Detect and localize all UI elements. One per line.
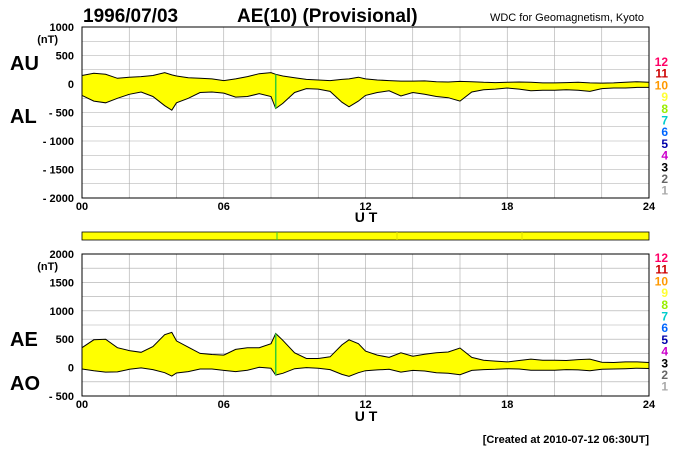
band-fill xyxy=(82,332,649,377)
station-count-label: 12 xyxy=(655,251,669,265)
ao-axis-label: AO xyxy=(10,373,40,395)
x-tick-label: 06 xyxy=(218,201,230,213)
au-axis-label: AU xyxy=(10,53,39,75)
y-tick-label: 1500 xyxy=(50,277,74,289)
station-count-label: 4 xyxy=(661,345,668,359)
station-count-label: 7 xyxy=(661,114,668,128)
x-tick-label: 12 xyxy=(359,201,371,213)
y-tick-label: 0 xyxy=(68,79,74,91)
x-tick-label: 00 xyxy=(76,201,88,213)
date-title: 1996/07/03 xyxy=(83,6,178,27)
y-tick-label: - 1500 xyxy=(43,165,74,177)
al-axis-label: AL xyxy=(10,106,37,128)
x-tick-label: 06 xyxy=(218,399,230,411)
unit-label-top: (nT) xyxy=(37,34,58,46)
station-count-label: 2 xyxy=(661,368,668,382)
unit-label-bottom: (nT) xyxy=(37,261,58,273)
station-count-label: 6 xyxy=(661,321,668,335)
coverage-bar xyxy=(81,231,650,241)
y-tick-label: - 2000 xyxy=(43,193,74,205)
index-title: AE(10) (Provisional) xyxy=(237,6,418,27)
station-count-label: 12 xyxy=(655,55,669,69)
station-count-label: 11 xyxy=(655,263,668,277)
x-tick-label: 18 xyxy=(501,399,513,411)
station-count-label: 3 xyxy=(661,160,668,174)
series-line-al xyxy=(81,86,649,111)
station-count-label: 5 xyxy=(661,137,668,151)
series-line-ao xyxy=(81,366,650,377)
series-line-au xyxy=(81,72,650,84)
series-line-ae xyxy=(81,331,650,364)
ae-axis-label: AE xyxy=(10,329,38,351)
y-tick-label: - 500 xyxy=(49,391,74,403)
station-count-label: 10 xyxy=(655,78,669,92)
y-tick-label: 1000 xyxy=(50,306,74,318)
x-axis-title-top: U T xyxy=(355,209,378,225)
x-tick-label: 18 xyxy=(501,201,513,213)
x-tick-label: 00 xyxy=(76,399,88,411)
plot-frame xyxy=(81,253,650,397)
station-count-label: 9 xyxy=(661,286,668,300)
y-tick-label: 0 xyxy=(68,363,74,375)
y-tick-label: 500 xyxy=(56,334,74,346)
station-count-label: 1 xyxy=(661,184,668,198)
x-tick-label: 24 xyxy=(643,201,656,213)
station-count-label: 8 xyxy=(661,102,668,116)
au-al-panel: (nT) AU AL U T 1000 500 0 - 500 - 1000 - 1500… xyxy=(10,22,656,225)
y-tick-label: - 1000 xyxy=(43,136,74,148)
x-tick-label: 12 xyxy=(359,399,371,411)
y-tick-label: 2000 xyxy=(50,249,74,261)
source-label: WDC for Geomagnetism, Kyoto xyxy=(490,12,644,24)
plot-frame xyxy=(81,26,650,199)
station-count-label: 3 xyxy=(661,356,668,370)
station-count-label: 10 xyxy=(655,274,669,288)
created-timestamp: [Created at 2010-07-12 06:30UT] xyxy=(483,434,650,446)
station-count-label: 6 xyxy=(661,125,668,139)
station-count-label: 1 xyxy=(661,380,668,394)
y-tick-label: 1000 xyxy=(50,22,74,34)
station-count-label: 8 xyxy=(661,298,668,312)
x-tick-label: 24 xyxy=(643,399,656,411)
station-count-label: 2 xyxy=(661,172,668,186)
station-count-label: 9 xyxy=(661,90,668,104)
station-count-label: 11 xyxy=(655,67,668,81)
station-count-label: 4 xyxy=(661,149,668,163)
y-tick-label: 500 xyxy=(56,51,74,63)
station-count-label: 5 xyxy=(661,333,668,347)
x-axis-title-bottom: U T xyxy=(355,408,378,424)
coverage-strip xyxy=(81,231,650,241)
y-tick-label: - 500 xyxy=(49,108,74,120)
band-fill xyxy=(82,72,649,111)
station-count-label: 7 xyxy=(661,310,668,324)
